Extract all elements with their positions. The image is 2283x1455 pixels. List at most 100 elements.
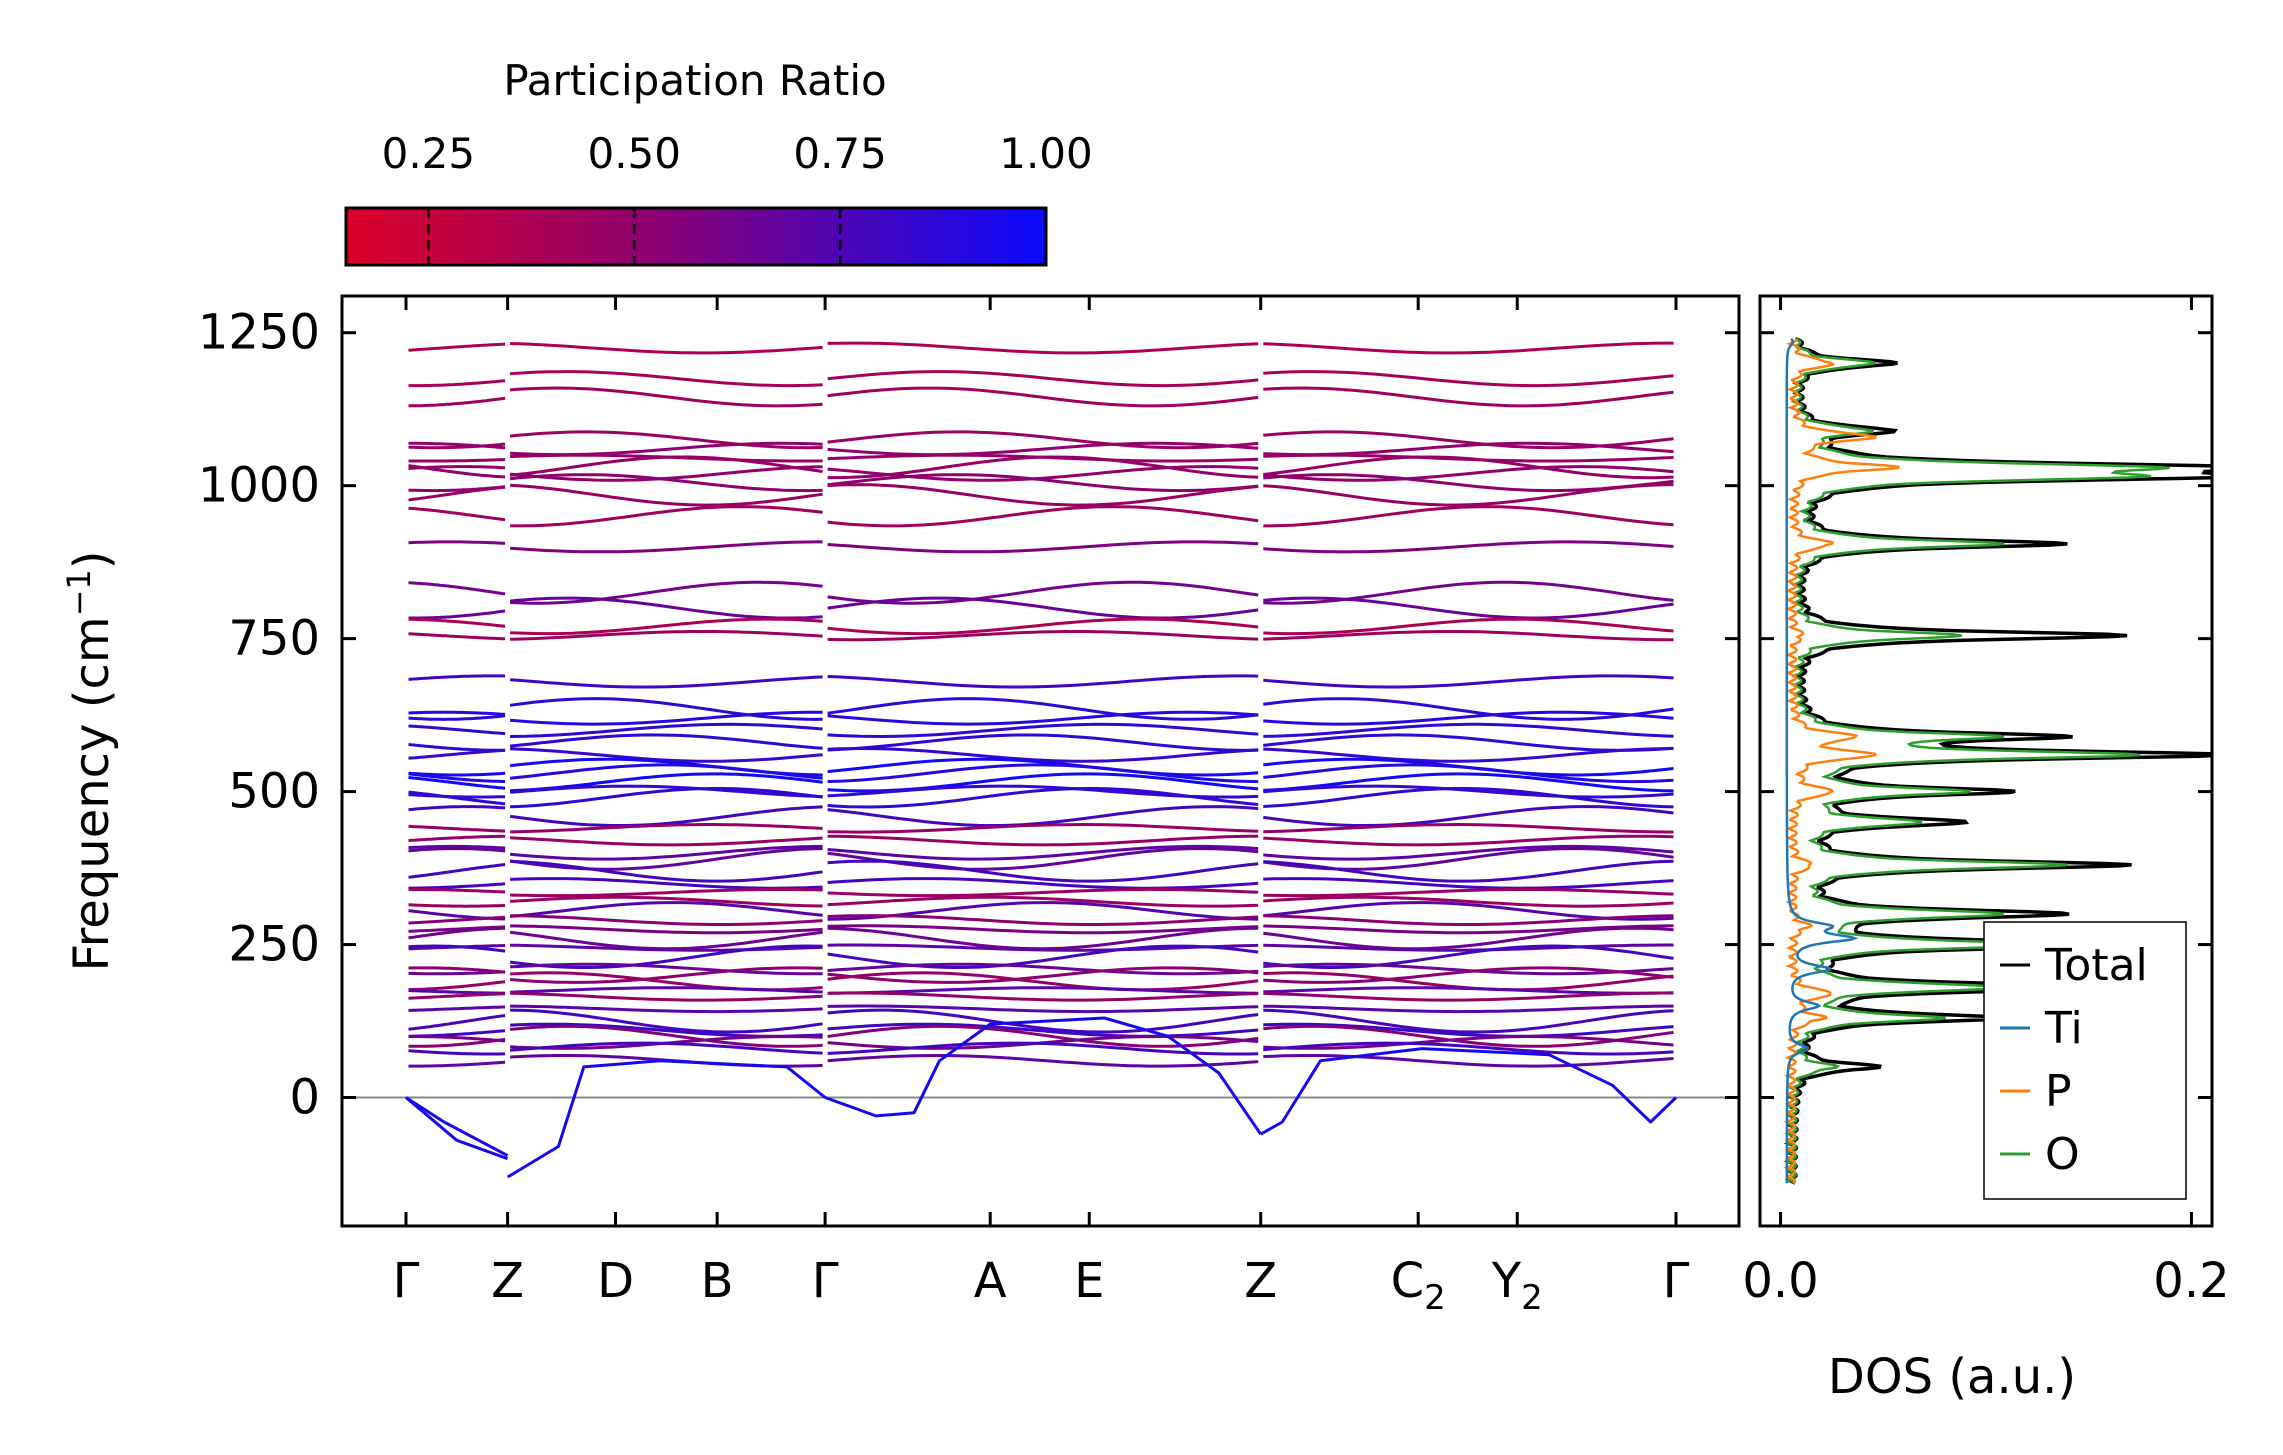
band-line [827, 966, 1259, 984]
band-line [827, 483, 1259, 507]
band-line [408, 506, 506, 522]
band-line [827, 847, 1259, 871]
x-tick-label: C2 [1391, 1253, 1446, 1318]
band-line [827, 722, 1259, 739]
band-line [408, 1014, 506, 1031]
band-line [408, 441, 506, 450]
band-line [827, 465, 1259, 482]
band-line [827, 805, 1259, 827]
band-line [827, 596, 1259, 620]
band-line [1263, 844, 1674, 861]
band-line [510, 342, 823, 355]
band-line [827, 895, 1259, 908]
band-line [827, 822, 1259, 834]
band-line [509, 784, 823, 799]
band-line [408, 882, 506, 890]
band-line [1263, 986, 1674, 995]
band-line [408, 714, 506, 721]
band-line [1263, 926, 1674, 951]
band-line [1263, 540, 1674, 554]
band-line [827, 1022, 1259, 1038]
dos-curve-o [1784, 337, 2170, 1185]
band-line [1263, 580, 1674, 605]
band-line [510, 747, 823, 763]
band-line [408, 710, 506, 716]
legend-label-ti: Ti [2044, 1003, 2083, 1054]
band-line [1263, 834, 1674, 847]
band-line [408, 834, 506, 842]
band-line [827, 341, 1259, 355]
band-line [510, 722, 823, 738]
band-panel: 0 250 500 750 1000 1250 Γ Z D B Γ A E Z C2 Y2 Γ Frequen… [60, 294, 1741, 1318]
band-line [827, 386, 1259, 408]
band-line [408, 748, 506, 760]
band-line [408, 863, 506, 879]
band-line [1263, 386, 1674, 408]
band-line [509, 1024, 823, 1048]
band-line [510, 370, 823, 388]
band-line [1263, 465, 1674, 482]
band-line [1263, 784, 1674, 799]
band-line [827, 674, 1259, 689]
band-line [408, 540, 506, 545]
colorbar-gradient [344, 206, 1048, 267]
dos-y-ticks [1760, 331, 2212, 1100]
band-line [509, 901, 823, 918]
band-line [827, 505, 1259, 528]
acoustic-branch [1259, 1047, 1678, 1136]
band-line [1263, 787, 1674, 809]
band-line [408, 776, 506, 790]
band-line [827, 986, 1259, 995]
legend-label-p: P [2045, 1066, 2072, 1117]
band-line [1263, 991, 1674, 1002]
band-line [408, 465, 506, 470]
band-line [509, 675, 823, 689]
band-line [510, 823, 823, 834]
legend-label-total: Total [2044, 940, 2148, 991]
band-line [827, 540, 1259, 554]
band-line [510, 836, 823, 847]
band-line [1263, 341, 1674, 355]
dos-curve-p [1783, 338, 1900, 1185]
band-line [509, 733, 823, 750]
band-line [408, 992, 506, 1000]
band-line [827, 1024, 1259, 1048]
band-line [408, 1060, 506, 1068]
band-line [1263, 944, 1674, 969]
band-line [1263, 1024, 1674, 1048]
band-line [827, 1054, 1259, 1068]
band-line [408, 903, 506, 908]
band-line [1263, 772, 1674, 793]
band-line [510, 483, 823, 507]
dos-x-ticks: 0.0 0.2 [1742, 296, 2230, 1309]
colorbar: Participation Ratio 0.25 0.50 0.75 1.00 [344, 56, 1093, 267]
x-tick-label: Γ [393, 1253, 420, 1309]
band-line [510, 924, 823, 935]
band-line [827, 370, 1259, 388]
x-tick-label: Γ [1663, 1253, 1690, 1309]
band-line [827, 473, 1259, 493]
band-line [509, 455, 823, 477]
band-line [408, 485, 506, 502]
band-line [408, 966, 506, 974]
band-line [827, 430, 1259, 450]
band-line [827, 617, 1259, 636]
x-tick-label: E [1074, 1253, 1104, 1309]
band-line [509, 847, 823, 871]
band-line [408, 989, 506, 995]
band-line [408, 926, 506, 940]
band-line [1263, 733, 1674, 752]
band-line [509, 473, 823, 493]
dos-x-tick-label: 0.0 [1742, 1253, 1818, 1309]
band-line [408, 379, 506, 388]
band-line [510, 630, 823, 641]
band-line [408, 824, 506, 833]
x-tick-label: Γ [812, 1253, 839, 1309]
band-line [408, 944, 506, 953]
band-line [408, 458, 506, 463]
band-line [510, 441, 823, 457]
colorbar-tick-label: 0.75 [793, 129, 887, 178]
band-line [408, 970, 506, 976]
band-line [510, 580, 823, 605]
